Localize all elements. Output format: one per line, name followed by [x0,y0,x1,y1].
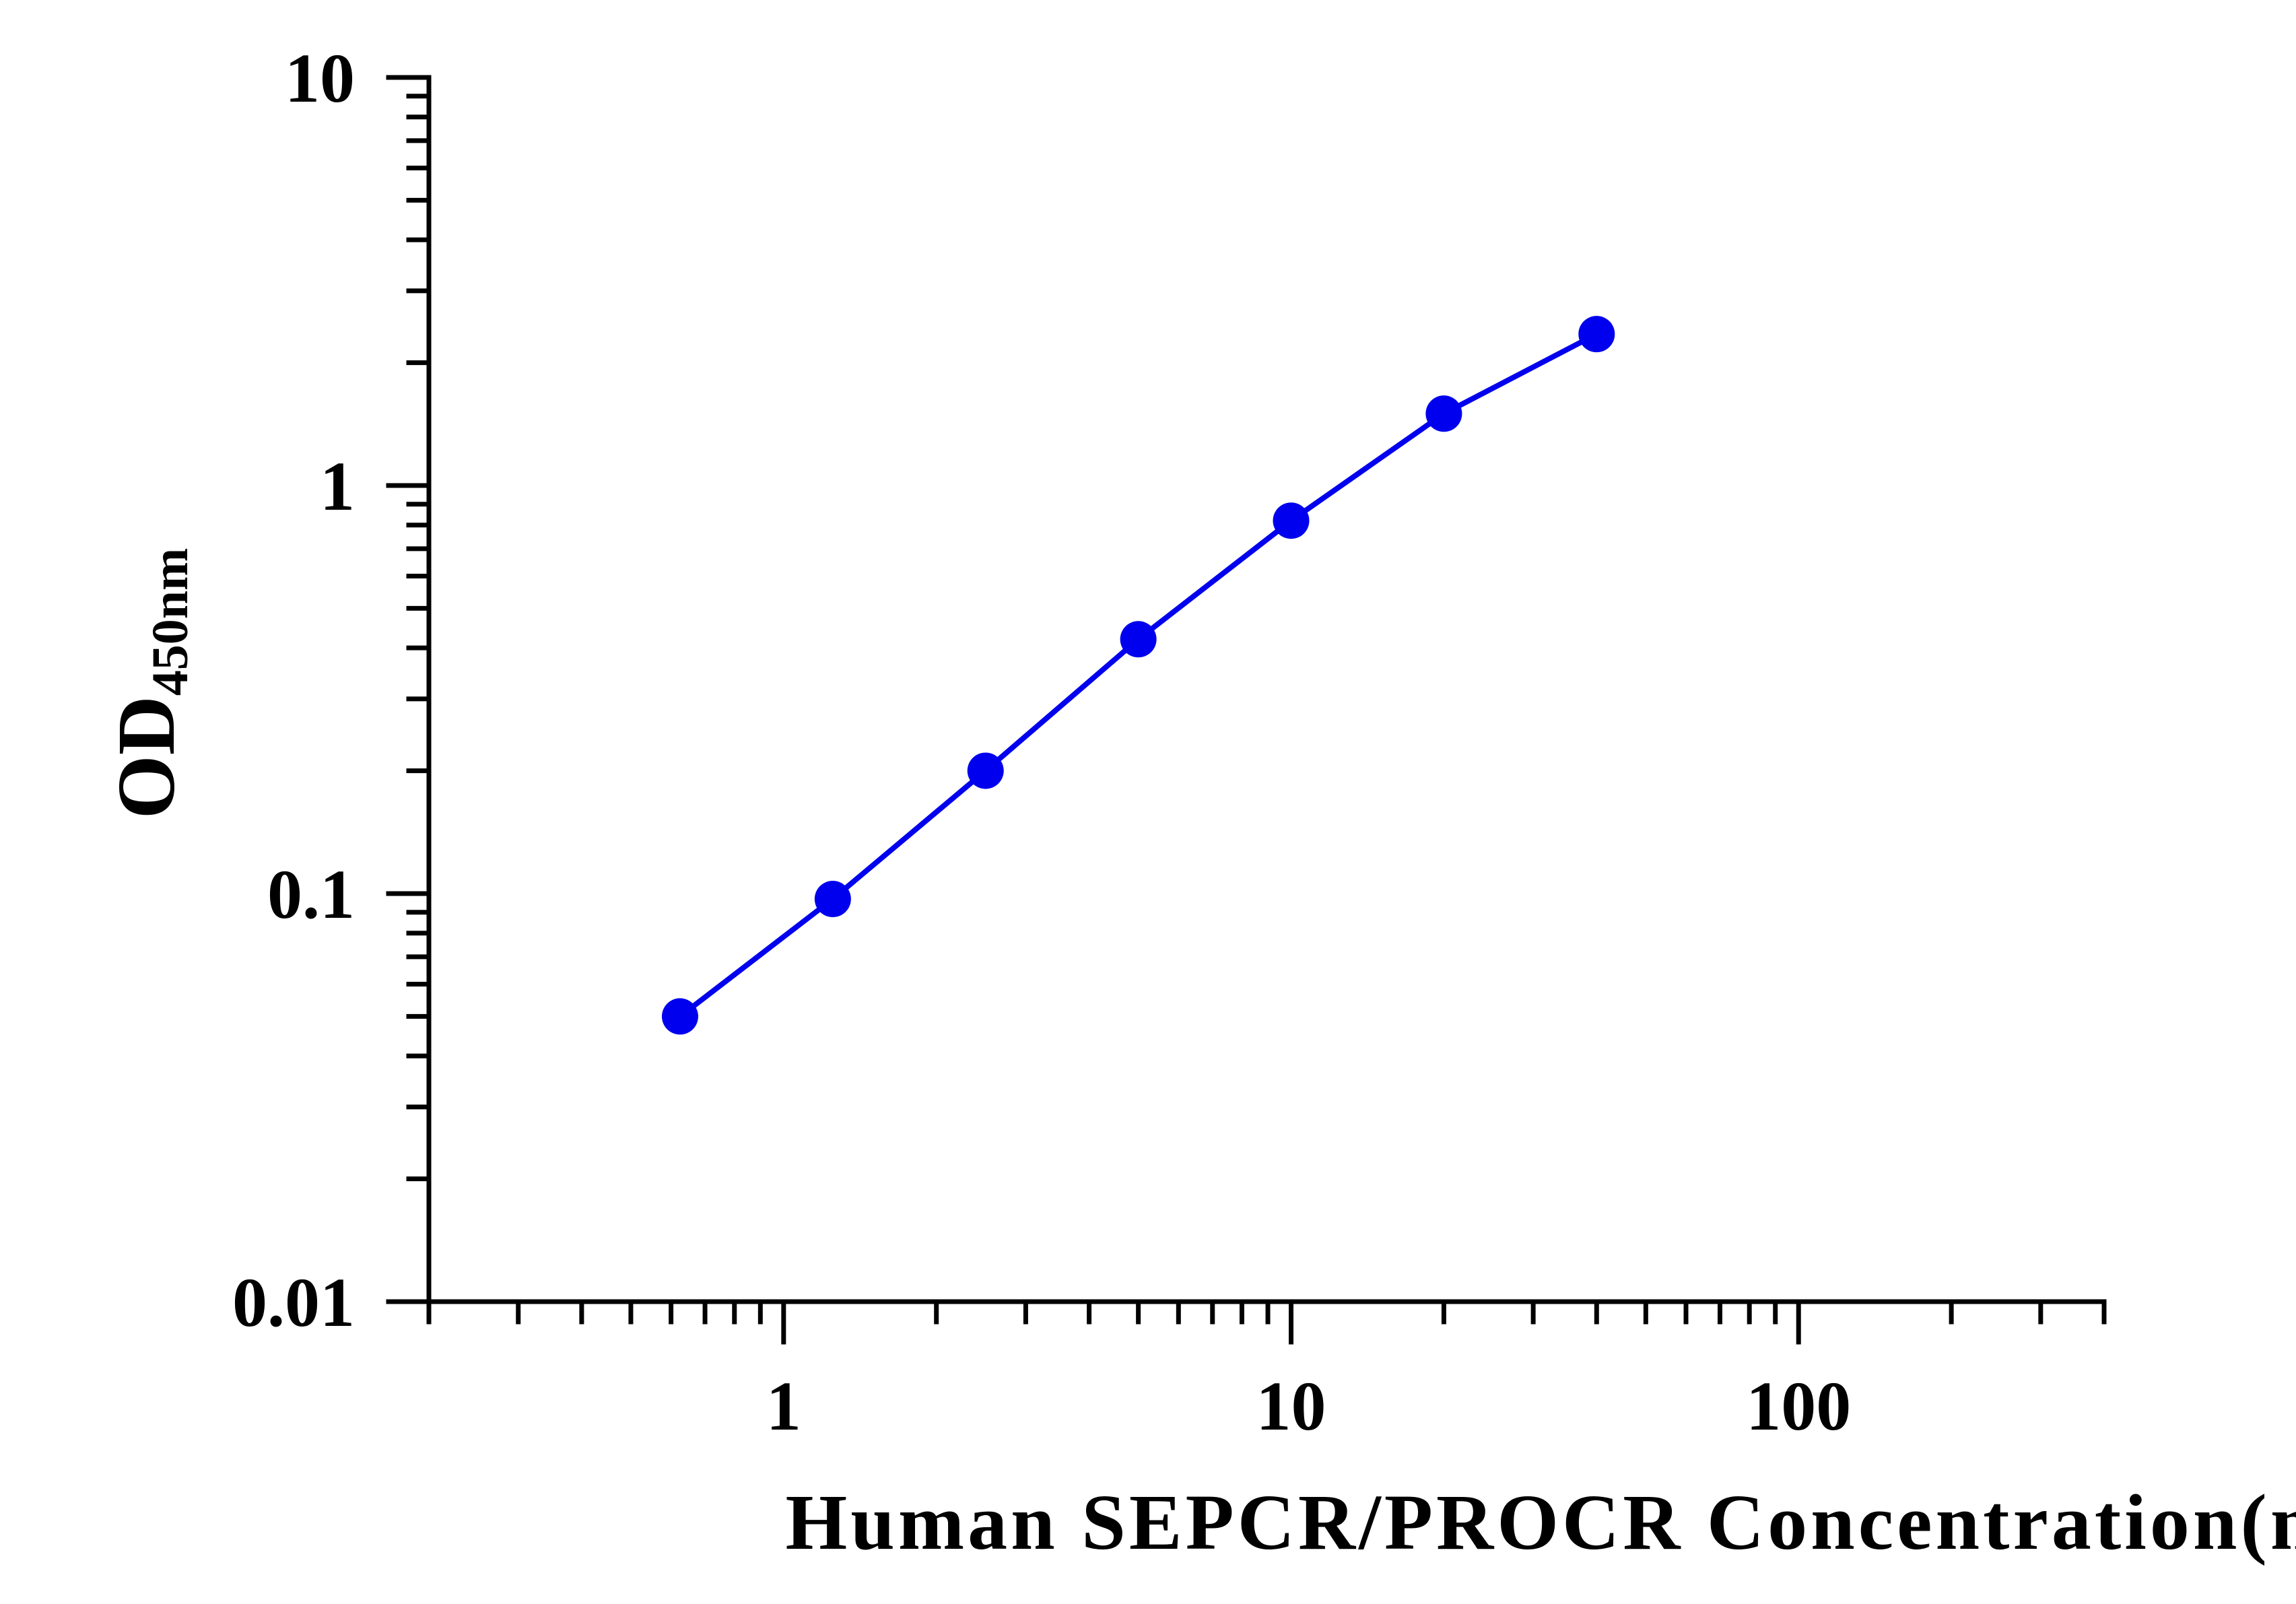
data-series [661,316,1615,1035]
y-tick-label: 10 [285,40,355,117]
x-tick-label: 10 [1256,1368,1326,1445]
axes [386,75,2107,1345]
y-axis-title-subscript: 450nm [142,548,199,696]
data-point [1120,621,1157,658]
x-tick-label: 1 [766,1368,801,1445]
data-point [814,881,851,918]
data-point [661,998,698,1035]
y-tick-label: 0.01 [232,1264,355,1341]
y-axis-title: OD450nm [101,548,199,820]
data-point [967,752,1004,789]
data-point [1425,395,1462,432]
series-line [678,331,1598,1019]
x-axis-title: Human SEPCR/PROCR Concentration(ng/mL) [785,1478,2296,1566]
data-point [1578,316,1615,353]
y-axis-title-main: OD [101,696,192,819]
y-tick-label: 1 [320,448,355,525]
x-tick-label: 100 [1746,1368,1851,1445]
y-tick-label: 0.1 [267,856,355,933]
data-point [1273,502,1310,539]
axis-labels: 0.01 0.1 1 10 1 10 100 Human SEPCR/PROCR Concen… [101,40,2296,1566]
